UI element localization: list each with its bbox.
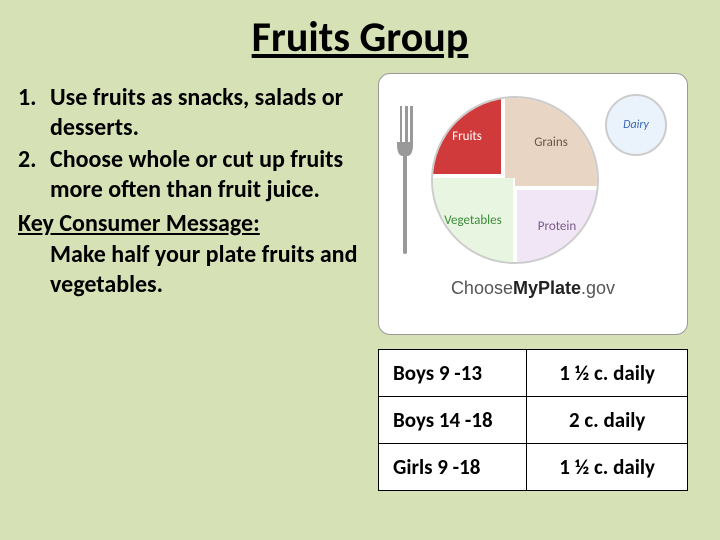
protein-slice: Protein xyxy=(517,190,597,262)
logo-prefix: Choose xyxy=(451,278,513,298)
right-column: Fruits Grains Vegetables Protein Dairy C… xyxy=(378,69,702,491)
fork-icon xyxy=(393,104,417,254)
dairy-cup: Dairy xyxy=(605,94,667,156)
grains-slice: Grains xyxy=(505,98,597,188)
table-cell-group: Girls 9 -18 xyxy=(379,444,527,491)
table-cell-amount: 1 ½ c. daily xyxy=(527,350,688,397)
table-cell-amount: 1 ½ c. daily xyxy=(527,444,688,491)
slide-title: Fruits Group xyxy=(0,0,720,69)
list-number: 1. xyxy=(18,83,50,143)
list-text: Choose whole or cut up fruits more often… xyxy=(50,145,370,205)
plate-area: Fruits Grains Vegetables Protein Dairy xyxy=(387,86,679,276)
servings-table: Boys 9 -13 1 ½ c. daily Boys 14 -18 2 c.… xyxy=(378,349,688,491)
fruits-slice: Fruits xyxy=(433,98,503,176)
myplate-logo-text: ChooseMyPlate.gov xyxy=(387,278,679,299)
table-row: Boys 9 -13 1 ½ c. daily xyxy=(379,350,688,397)
table-cell-amount: 2 c. daily xyxy=(527,397,688,444)
key-message-text: Make half your plate fruits and vegetabl… xyxy=(18,240,370,300)
content-area: 1. Use fruits as snacks, salads or desse… xyxy=(0,69,720,491)
list-number: 2. xyxy=(18,145,50,205)
list-item: 2. Choose whole or cut up fruits more of… xyxy=(18,145,370,205)
table-cell-group: Boys 9 -13 xyxy=(379,350,527,397)
table-row: Boys 14 -18 2 c. daily xyxy=(379,397,688,444)
myplate-graphic: Fruits Grains Vegetables Protein Dairy C… xyxy=(378,73,688,335)
vegetables-slice: Vegetables xyxy=(433,178,515,262)
logo-bold: MyPlate xyxy=(513,278,581,298)
list-item: 1. Use fruits as snacks, salads or desse… xyxy=(18,83,370,143)
left-column: 1. Use fruits as snacks, salads or desse… xyxy=(18,69,378,491)
plate-circle: Fruits Grains Vegetables Protein xyxy=(431,96,599,264)
table-cell-group: Boys 14 -18 xyxy=(379,397,527,444)
list-text: Use fruits as snacks, salads or desserts… xyxy=(50,83,370,143)
logo-suffix: .gov xyxy=(581,278,615,298)
key-message-label: Key Consumer Message: xyxy=(18,209,370,238)
table-row: Girls 9 -18 1 ½ c. daily xyxy=(379,444,688,491)
